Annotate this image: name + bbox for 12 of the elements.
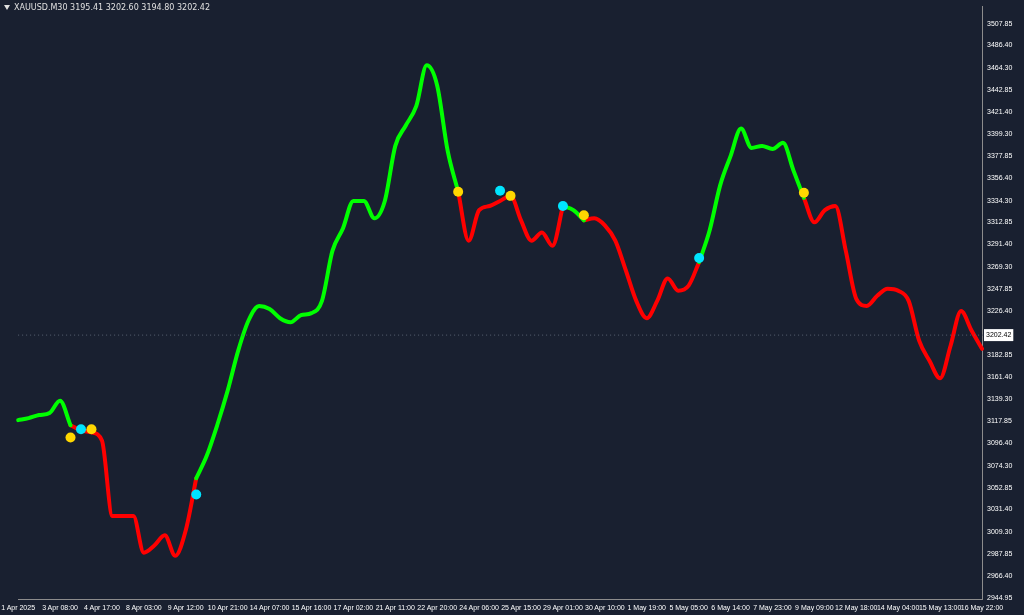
point [453, 186, 464, 197]
point [65, 432, 76, 443]
point [694, 253, 705, 264]
point [75, 424, 86, 435]
point [557, 201, 568, 212]
point [191, 489, 202, 500]
point [86, 424, 97, 435]
point [505, 190, 516, 201]
point [495, 185, 506, 196]
point [578, 210, 589, 221]
chart-title: XAUUSD.M30 3195.41 3202.60 3194.80 3202.42 [14, 3, 211, 12]
point [798, 187, 809, 198]
